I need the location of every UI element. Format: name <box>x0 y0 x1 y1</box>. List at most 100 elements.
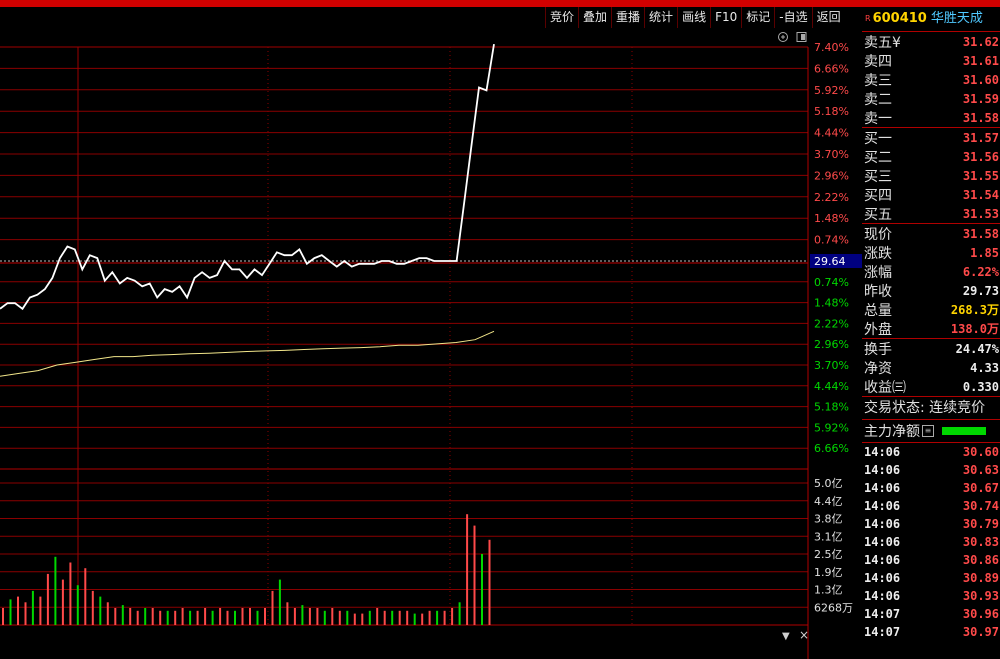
sell-level-label: 卖三 <box>864 72 892 89</box>
f10-button[interactable]: F10 <box>710 7 741 28</box>
volume-bar <box>2 608 4 625</box>
volume-bar <box>204 608 207 625</box>
quote-panel: R 600410 华胜天成 卖五¥ 31.62 卖四 31.61 卖三 31.60 卖二 3… <box>862 7 1000 659</box>
sell-level-1: 卖一 31.58 <box>862 108 1000 127</box>
volume-bar <box>271 590 274 625</box>
buy-level-label: 买二 <box>864 149 892 166</box>
average-price-line <box>0 330 495 377</box>
volume-bar <box>256 610 259 625</box>
pct-axis-label-up: 2.22% <box>814 191 849 204</box>
volume-bar <box>241 608 244 625</box>
tick-time: 14:06 <box>864 499 901 513</box>
tick-row: 14:06 30.93 <box>862 587 1000 605</box>
buy-level-4: 买四 31.54 <box>862 185 1000 204</box>
volume-bar <box>129 608 132 625</box>
volume-bar <box>106 602 109 625</box>
buy-level-5: 买五 31.53 <box>862 204 1000 223</box>
sell-level-label: 卖四 <box>864 53 892 70</box>
volume-bar <box>421 613 424 625</box>
sell-level-5: 卖五¥ 31.62 <box>862 32 1000 51</box>
draw-line-button[interactable]: 画线 <box>677 7 710 28</box>
tick-row: 14:07 30.97 <box>862 623 1000 641</box>
sell-level-price: 31.59 <box>962 91 999 106</box>
tick-price: 30.93 <box>962 589 999 603</box>
tick-price: 30.83 <box>962 535 999 549</box>
buy-level-price: 31.54 <box>962 187 999 202</box>
stat-label: 外盘 <box>864 321 892 338</box>
volume-bar <box>391 610 394 625</box>
tick-price: 30.86 <box>962 553 999 567</box>
intraday-chart[interactable]: 7.40% 6.66% 5.92% 5.18% 4.44% 3.70% 2.96% 2.22%… <box>0 29 862 659</box>
tick-row: 14:06 30.60 <box>862 443 1000 461</box>
sell-level-price: 31.61 <box>962 53 999 68</box>
sell-level-label: 卖一 <box>864 110 892 127</box>
statistics-button[interactable]: 统计 <box>644 7 677 28</box>
buy-level-price: 31.55 <box>962 168 999 183</box>
volume-bar <box>17 596 19 625</box>
tick-row: 14:06 30.67 <box>862 479 1000 497</box>
main-flow-row[interactable]: 主力净额 ≡ <box>862 419 1000 442</box>
tick-list: 14:06 30.60 14:06 30.63 14:06 30.67 14:06 30.74… <box>862 442 1000 641</box>
volume-bar <box>323 610 326 625</box>
mark-button[interactable]: 标记 <box>741 7 774 28</box>
volume-bar <box>308 608 311 625</box>
outer-volume-row: 外盘 138.0万 <box>862 319 1000 338</box>
volume-bar <box>234 610 236 625</box>
net-assets-row: 净资 4.33 <box>862 358 1000 377</box>
volume-bar <box>114 608 117 625</box>
tick-price: 30.96 <box>962 607 999 621</box>
earnings-row: 收益㈢ 0.330 <box>862 377 1000 396</box>
window-toggle-icon[interactable] <box>796 32 807 42</box>
close-icon[interactable]: × <box>799 628 809 642</box>
bidding-button[interactable]: 竞价 <box>545 7 578 28</box>
volume-bar <box>488 539 491 625</box>
stock-name: 华胜天成 <box>930 11 983 26</box>
tick-time: 14:06 <box>864 445 901 459</box>
pct-axis-label-down: 5.18% <box>814 401 849 414</box>
pct-axis-label-up: 4.44% <box>814 127 849 140</box>
volume-bar <box>189 610 192 625</box>
pct-axis-label-down: 4.44% <box>814 380 849 393</box>
buy-level-price: 31.53 <box>962 206 999 221</box>
tick-time: 14:06 <box>864 481 901 495</box>
sell-level-4: 卖四 31.61 <box>862 51 1000 70</box>
volume-bar <box>219 608 222 625</box>
volume-bar <box>151 608 154 625</box>
stat-value: 268.3万 <box>950 303 999 317</box>
pct-axis-label-up: 3.70% <box>814 148 849 161</box>
price-line <box>0 43 495 311</box>
sell-level-label: 卖二 <box>864 91 892 108</box>
volume-bar <box>76 585 79 625</box>
sell-level-label: 卖五 <box>864 34 892 51</box>
stat-label: 总量 <box>864 302 892 319</box>
remove-watchlist-button[interactable]: -自选 <box>774 7 811 28</box>
replay-button[interactable]: 重播 <box>611 7 644 28</box>
fundamentals: 换手 24.47% 净资 4.33 收益㈢ 0.330 <box>862 338 1000 396</box>
sell-level-2: 卖二 31.59 <box>862 89 1000 108</box>
pct-axis-label-down: 0.74% <box>814 276 849 289</box>
stat-value: 29.73 <box>962 283 999 298</box>
tick-time: 14:06 <box>864 535 901 549</box>
tick-price: 30.79 <box>962 517 999 531</box>
back-button[interactable]: 返回 <box>811 7 845 28</box>
dropdown-icon[interactable]: ▼ <box>782 631 790 642</box>
volume-bar <box>24 602 27 625</box>
menu-icon[interactable]: ≡ <box>922 425 934 437</box>
volume-bar <box>226 610 229 625</box>
stock-badge: R <box>865 14 871 23</box>
volume-bar <box>293 608 296 625</box>
volume-bar <box>286 602 289 625</box>
buy-level-price: 31.57 <box>962 130 999 145</box>
volume-bar <box>278 579 281 625</box>
volume-bar <box>159 610 162 625</box>
volume-axis-label: 3.1亿 <box>814 530 843 543</box>
volume-axis-label: 1.9亿 <box>814 566 843 579</box>
pct-axis-label-down: 2.96% <box>814 338 849 351</box>
tick-price: 30.89 <box>962 571 999 585</box>
stat-value: 31.58 <box>962 226 999 241</box>
zoom-in-icon[interactable] <box>778 32 788 42</box>
volume-bar <box>264 608 266 625</box>
overlay-button[interactable]: 叠加 <box>578 7 611 28</box>
volume-bar <box>99 596 102 625</box>
prev-close-row: 昨收 29.73 <box>862 281 1000 300</box>
